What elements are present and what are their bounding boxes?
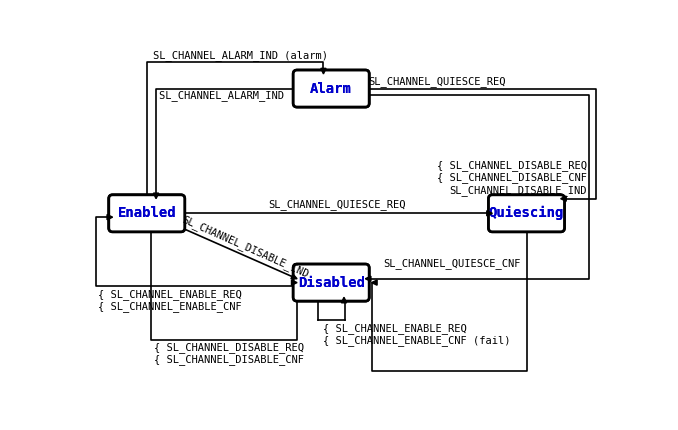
Text: Alarm: Alarm [311, 82, 352, 95]
FancyBboxPatch shape [489, 195, 565, 232]
FancyBboxPatch shape [489, 195, 565, 232]
Polygon shape [292, 280, 297, 285]
Text: Disabled: Disabled [298, 276, 365, 289]
Text: Alarm: Alarm [311, 82, 352, 95]
Polygon shape [321, 68, 326, 74]
Text: SL_CHANNEL_ALARM_IND (clear): SL_CHANNEL_ALARM_IND (clear) [159, 90, 334, 101]
FancyBboxPatch shape [108, 195, 184, 232]
FancyBboxPatch shape [293, 264, 370, 301]
Text: { SL_CHANNEL_ENABLE_REQ
{ SL_CHANNEL_ENABLE_CNF: { SL_CHANNEL_ENABLE_REQ { SL_CHANNEL_ENA… [98, 289, 241, 312]
Text: SL_CHANNEL_DISABLE_IND: SL_CHANNEL_DISABLE_IND [180, 214, 310, 280]
Polygon shape [365, 276, 371, 281]
Text: Disabled: Disabled [298, 276, 365, 289]
Polygon shape [372, 280, 377, 285]
FancyBboxPatch shape [108, 195, 184, 232]
Text: SL_CHANNEL_ALARM_IND (alarm): SL_CHANNEL_ALARM_IND (alarm) [153, 50, 328, 61]
FancyBboxPatch shape [293, 70, 370, 107]
FancyBboxPatch shape [293, 264, 370, 301]
Polygon shape [107, 215, 113, 220]
Polygon shape [341, 297, 346, 303]
Text: { SL_CHANNEL_ENABLE_REQ
{ SL_CHANNEL_ENABLE_CNF (fail): { SL_CHANNEL_ENABLE_REQ { SL_CHANNEL_ENA… [323, 322, 511, 346]
Text: SL_CHANNEL_QUIESCE_CNF: SL_CHANNEL_QUIESCE_CNF [383, 258, 521, 269]
Polygon shape [561, 196, 566, 201]
Polygon shape [291, 274, 297, 279]
Text: SL_CHANNEL_QUIESCE_REQ: SL_CHANNEL_QUIESCE_REQ [368, 76, 506, 87]
Text: Enabled: Enabled [117, 206, 176, 220]
Text: Quiescing: Quiescing [489, 206, 564, 221]
Text: { SL_CHANNEL_DISABLE_REQ
{ SL_CHANNEL_DISABLE_CNF: { SL_CHANNEL_DISABLE_REQ { SL_CHANNEL_DI… [155, 342, 304, 366]
Polygon shape [153, 193, 159, 199]
Polygon shape [487, 211, 492, 216]
Text: Enabled: Enabled [117, 206, 176, 220]
Text: SL_CHANNEL_QUIESCE_REQ: SL_CHANNEL_QUIESCE_REQ [268, 200, 405, 210]
FancyBboxPatch shape [293, 70, 370, 107]
Text: Quiescing: Quiescing [489, 206, 564, 221]
Text: { SL_CHANNEL_DISABLE_REQ
{ SL_CHANNEL_DISABLE_CNF
SL_CHANNEL_DISABLE_IND: { SL_CHANNEL_DISABLE_REQ { SL_CHANNEL_DI… [437, 160, 587, 196]
